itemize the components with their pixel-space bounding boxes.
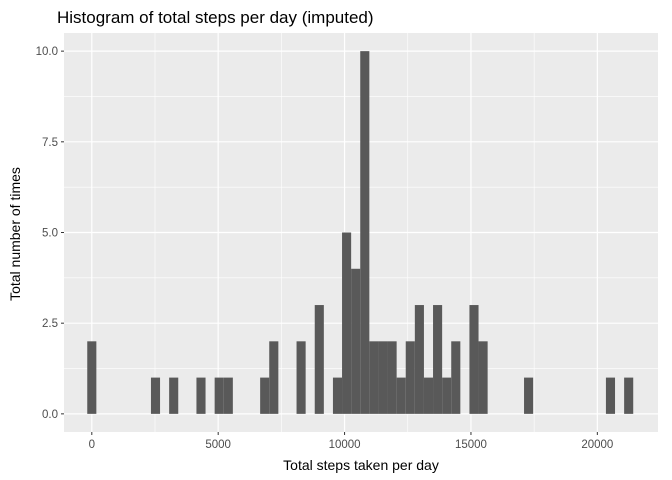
x-tick-label: 20000 (581, 439, 613, 451)
histogram-bar (223, 377, 233, 414)
histogram-bar (423, 377, 434, 414)
histogram-bar (332, 377, 343, 414)
histogram-bar (342, 232, 352, 414)
histogram-bar (296, 341, 306, 414)
y-tick-label: 10.0 (36, 46, 58, 58)
histogram-bar (387, 341, 397, 414)
chart-title: Histogram of total steps per day (impute… (57, 8, 374, 27)
y-tick-label: 2.5 (42, 318, 58, 330)
histogram-bar (405, 341, 415, 414)
histogram-bar (314, 305, 324, 414)
y-tick-label: 0.0 (42, 409, 58, 421)
histogram-bar (524, 377, 534, 414)
histogram-bar (169, 377, 179, 414)
x-tick-label: 10000 (329, 439, 361, 451)
y-tick-label: 5.0 (42, 228, 58, 240)
histogram-bar (605, 377, 616, 414)
x-axis-ticks: 0 5000 10000 15000 20000 (89, 432, 613, 451)
histogram-bar (451, 341, 461, 414)
histogram-bar (469, 305, 479, 414)
histogram-bar (360, 51, 370, 414)
histogram-bar (378, 341, 388, 414)
histogram-bar (478, 341, 488, 414)
histogram-bar (150, 377, 161, 414)
histogram-bar (214, 377, 224, 414)
histogram-bar (624, 377, 634, 414)
histogram-bar (369, 341, 379, 414)
histogram-bar (269, 341, 279, 414)
y-axis-ticks: 0.0 2.5 5.0 7.5 10.0 (36, 46, 64, 421)
x-axis-title: Total steps taken per day (283, 457, 439, 473)
x-tick-label: 0 (89, 439, 95, 451)
histogram-bar (396, 377, 406, 414)
histogram-bar (87, 341, 97, 414)
y-axis-title: Total number of times (7, 167, 23, 301)
y-tick-label: 7.5 (42, 137, 58, 149)
histogram-bar (433, 305, 443, 414)
histogram-bar (351, 268, 361, 414)
histogram-bar (196, 377, 206, 414)
histogram-bar (414, 305, 424, 414)
histogram-bar (442, 377, 452, 414)
histogram-bar (260, 377, 270, 414)
histogram-bars (87, 51, 634, 414)
x-tick-label: 15000 (455, 439, 487, 451)
x-tick-label: 5000 (205, 439, 231, 451)
